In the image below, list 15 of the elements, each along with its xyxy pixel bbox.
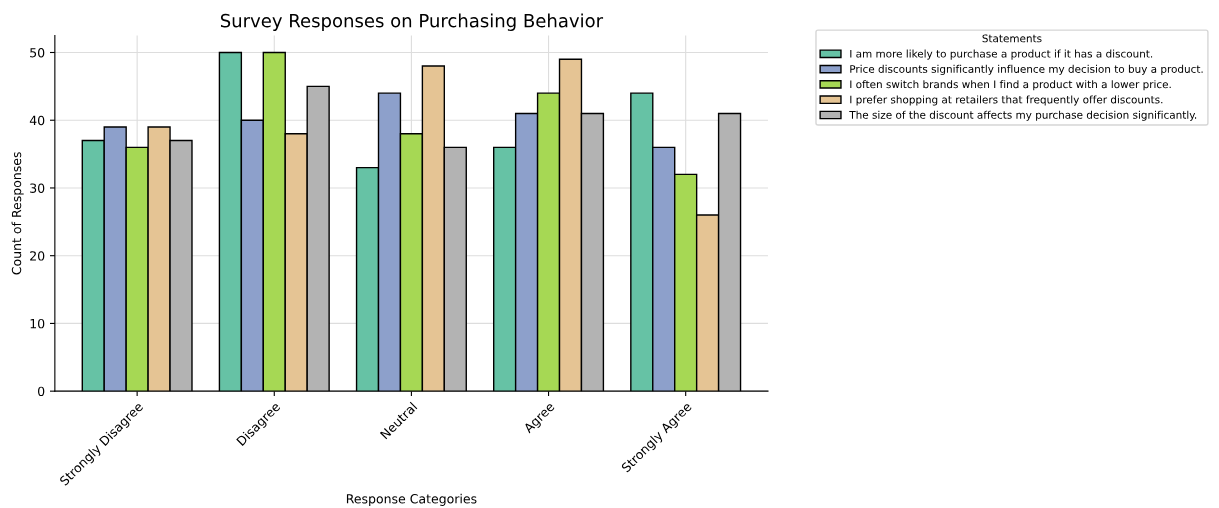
legend-title: Statements (982, 34, 1042, 43)
y-tick-label: 0 (38, 386, 45, 397)
y-axis-title: Count of Responses (11, 152, 24, 275)
legend-label: The size of the discount affects my purchase decision significantly. (849, 110, 1197, 121)
y-tick-label: 50 (30, 47, 45, 58)
y-tick-label: 40 (29, 115, 45, 126)
legend-label: I prefer shopping at retailers that frequently offer discounts. (850, 95, 1163, 106)
legend-label: Price discounts significantly influence my decision to buy a product. (850, 64, 1203, 75)
y-tick-label: 20 (30, 251, 45, 261)
y-tick-label: 10 (30, 318, 45, 329)
legend-label: I am more likely to purchase a product if it has a discount. (850, 49, 1153, 60)
x-axis-title: Response Categories (346, 493, 477, 506)
chart-title: Survey Responses on Purchasing Behavior (220, 13, 604, 31)
y-tick-label: 30 (30, 183, 45, 193)
legend-label: I often switch brands when I find a product with a lower price. (850, 80, 1171, 91)
